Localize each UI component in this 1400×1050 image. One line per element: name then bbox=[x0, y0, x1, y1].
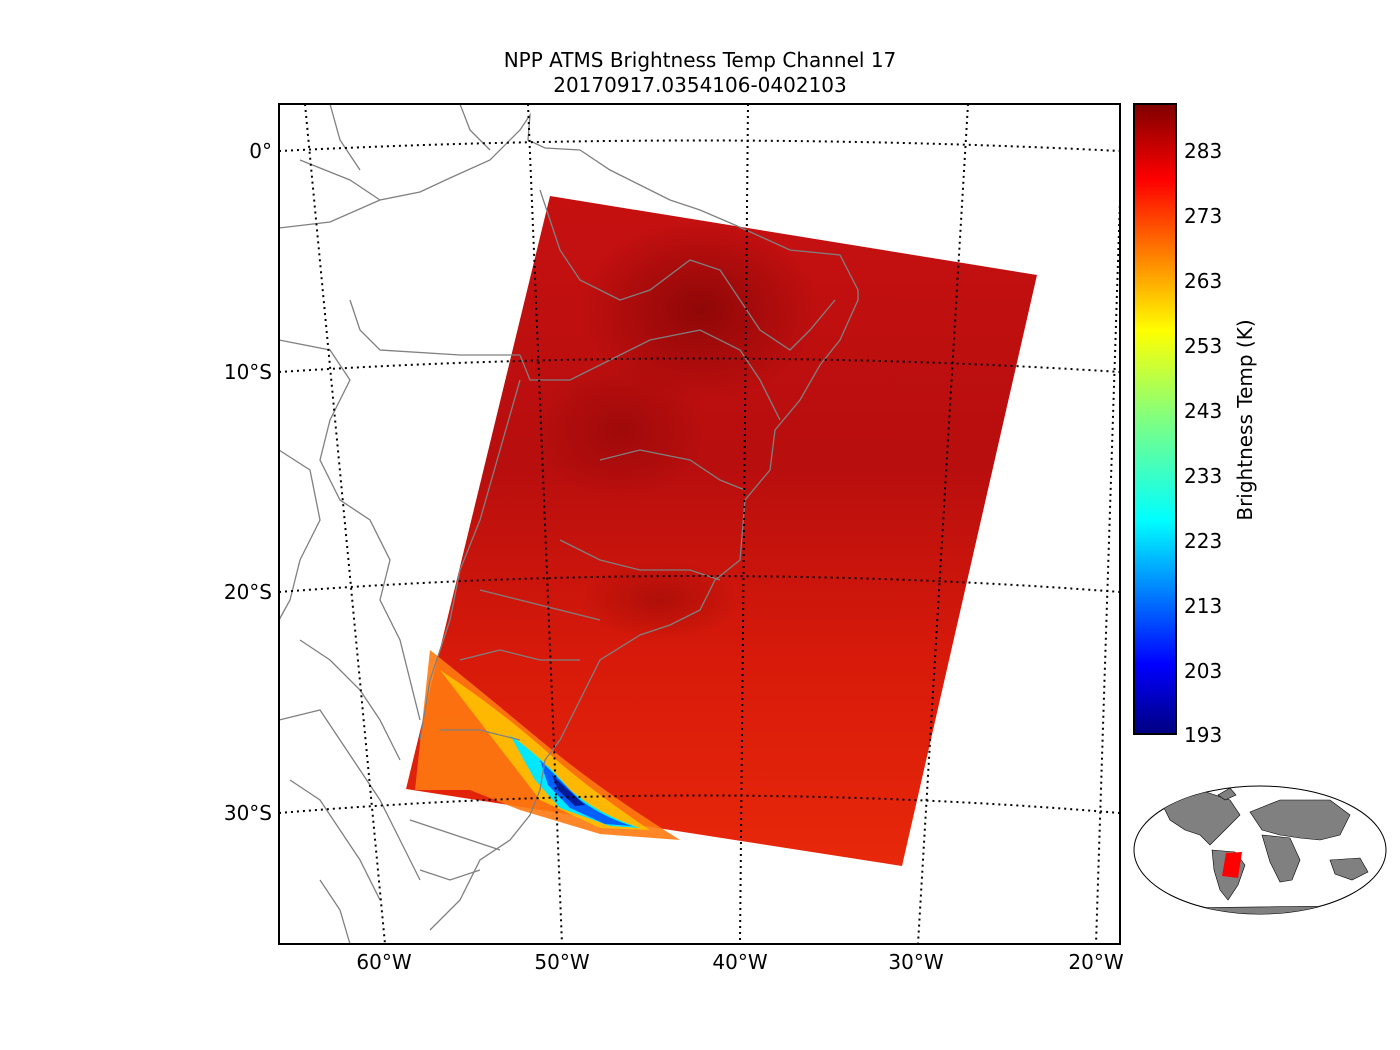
colorbar-tick: 193 bbox=[1184, 723, 1222, 747]
lon-label: 40°W bbox=[712, 950, 767, 974]
colorbar-tick: 233 bbox=[1184, 464, 1222, 488]
lon-label: 60°W bbox=[356, 950, 411, 974]
colorbar-tick: 263 bbox=[1184, 269, 1222, 293]
inset-swath bbox=[1222, 852, 1242, 878]
lon-label: 20°W bbox=[1068, 950, 1123, 974]
data-swath bbox=[406, 196, 1037, 866]
colorbar-tick: 273 bbox=[1184, 204, 1222, 228]
chart-title: NPP ATMS Brightness Temp Channel 17 bbox=[503, 48, 897, 72]
cold-band bbox=[415, 650, 680, 840]
colorbar-tick: 213 bbox=[1184, 594, 1222, 618]
colorbar-tick: 243 bbox=[1184, 399, 1222, 423]
lat-label: 10°S bbox=[224, 360, 272, 384]
latitude-labels: 0° 10°S 20°S 30°S bbox=[224, 139, 272, 825]
colorbar-tick: 253 bbox=[1184, 334, 1222, 358]
inset-world-map bbox=[1133, 785, 1387, 915]
graticule bbox=[279, 104, 1120, 944]
warm-region bbox=[580, 220, 820, 400]
chart-subtitle: 20170917.0354106-0402103 bbox=[553, 73, 847, 97]
longitude-labels: 60°W 50°W 40°W 30°W 20°W bbox=[356, 950, 1123, 974]
lon-label: 30°W bbox=[888, 950, 943, 974]
lat-label: 30°S bbox=[224, 801, 272, 825]
colorbar-ticks: 283 273 263 253 243 233 223 213 203 193 bbox=[1184, 139, 1222, 747]
colorbar-tick: 203 bbox=[1184, 659, 1222, 683]
colorbar-tick: 223 bbox=[1184, 529, 1222, 553]
lon-label: 50°W bbox=[534, 950, 589, 974]
lat-label: 20°S bbox=[224, 580, 272, 604]
colorbar: 283 273 263 253 243 233 223 213 203 193 … bbox=[1133, 103, 1257, 747]
colorbar-tick: 283 bbox=[1184, 139, 1222, 163]
lat-label: 0° bbox=[249, 139, 272, 163]
map-area bbox=[279, 104, 1120, 944]
map-frame bbox=[278, 103, 1121, 945]
colorbar-label: Brightness Temp (K) bbox=[1233, 319, 1257, 520]
